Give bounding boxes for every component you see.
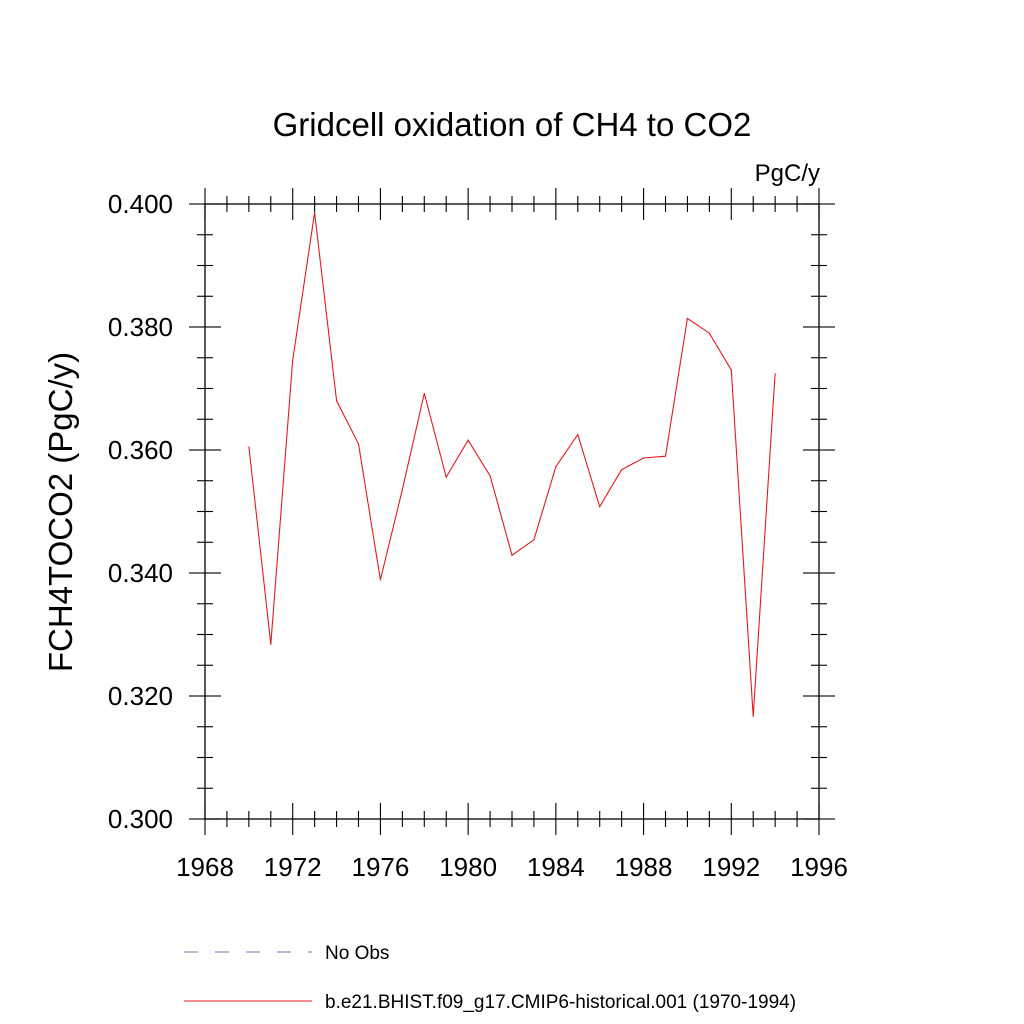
- data-point: [533, 539, 535, 541]
- data-point: [445, 476, 447, 478]
- chart-title: Gridcell oxidation of CH4 to CO2: [273, 106, 752, 143]
- y-tick-label: 0.380: [108, 312, 173, 342]
- x-tick-label: 1988: [615, 852, 673, 882]
- y-tick-label: 0.360: [108, 435, 173, 465]
- plot-frame: [204, 203, 820, 820]
- data-point: [730, 369, 732, 371]
- y-axis-label: FCH4TOCO2 (PgC/y): [42, 352, 79, 672]
- data-point: [314, 212, 316, 214]
- data-point: [621, 469, 623, 471]
- data-point: [686, 317, 689, 319]
- data-point: [599, 505, 601, 508]
- legend-label: b.e21.BHIST.f09_g17.CMIP6-historical.001…: [325, 992, 796, 1013]
- data-point: [467, 439, 469, 441]
- data-point: [248, 446, 250, 448]
- axis-tick-labels: 1968 1972 1976 1980 1984 1988 1992 1996 0.300 0.3…: [108, 189, 848, 882]
- x-tick-label: 1976: [352, 852, 410, 882]
- data-point: [401, 488, 403, 490]
- data-point: [664, 455, 667, 457]
- x-tick-label: 1984: [527, 852, 585, 882]
- x-tick-label: 1972: [264, 852, 322, 882]
- data-point: [489, 475, 491, 477]
- data-point: [379, 579, 382, 581]
- x-tick-label: 1980: [439, 852, 497, 882]
- y-tick-label: 0.320: [108, 681, 173, 711]
- data-point: [270, 643, 272, 645]
- data-point: [577, 434, 579, 436]
- y-tick-label: 0.300: [108, 804, 173, 834]
- data-point: [708, 332, 710, 334]
- x-tick-label: 1996: [790, 852, 848, 882]
- data-point: [752, 715, 754, 717]
- series-layer: [248, 212, 776, 717]
- x-tick-label: 1968: [176, 852, 234, 882]
- legend: No Obs b.e21.BHIST.f09_g17.CMIP6-historic…: [184, 943, 796, 1013]
- x-tick-label: 1992: [702, 852, 760, 882]
- axis-ticks: [189, 188, 835, 835]
- legend-label: No Obs: [325, 943, 389, 964]
- series-line: [248, 212, 776, 717]
- data-point: [423, 392, 425, 395]
- data-point: [335, 400, 338, 402]
- units-label: PgC/y: [755, 160, 820, 187]
- data-point: [357, 443, 360, 445]
- data-point: [642, 457, 645, 459]
- data-point: [292, 359, 294, 361]
- y-tick-label: 0.340: [108, 558, 173, 588]
- data-point: [555, 466, 557, 468]
- data-point: [511, 554, 513, 556]
- y-tick-label: 0.400: [108, 189, 173, 219]
- data-point: [774, 373, 776, 375]
